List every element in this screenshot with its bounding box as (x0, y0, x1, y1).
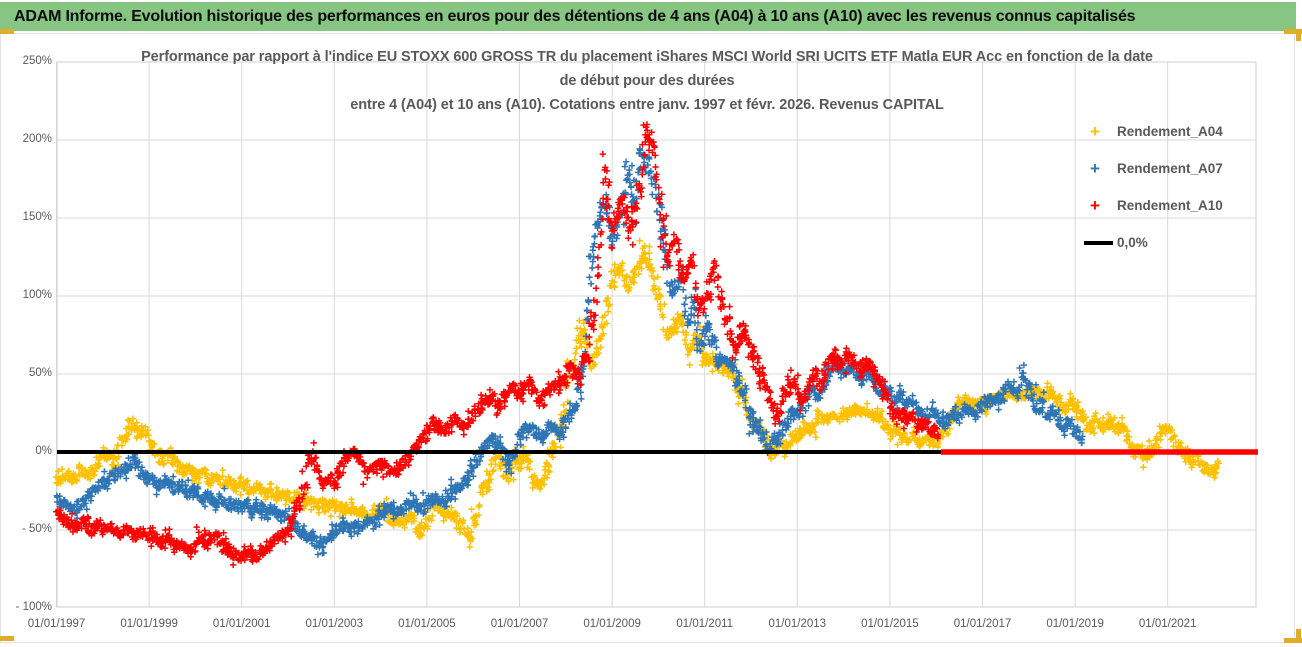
x-tick-label: 01/01/2001 (212, 618, 271, 630)
selection-handle-bottom-left[interactable] (0, 636, 14, 641)
x-tick-label: 01/01/2017 (953, 618, 1012, 630)
legend-line-marker-icon (1084, 240, 1113, 245)
x-tick-label: 01/01/2015 (861, 618, 919, 630)
y-tick-label: 250% (22, 55, 52, 67)
y-tick-label: 150% (22, 211, 52, 223)
legend-label: Rendement_A04 (1117, 124, 1223, 139)
x-tick-label: 01/01/2019 (1046, 618, 1104, 630)
legend-plus-marker-icon: + (1090, 159, 1100, 178)
selection-handle-top-left[interactable] (0, 29, 14, 34)
x-tick-label: 01/01/2003 (305, 618, 364, 630)
x-tick-label: 01/01/1997 (27, 618, 86, 630)
x-tick-label: 01/01/2021 (1138, 618, 1197, 630)
selection-handle-top-right[interactable] (1284, 29, 1302, 34)
plot-area-border[interactable] (56, 61, 1257, 608)
selection-handle-bottom-right-vertical[interactable] (1296, 629, 1301, 643)
selection-handle-bottom-right[interactable] (1284, 638, 1302, 643)
series-rendement-a07 (53, 145, 1086, 558)
legend[interactable]: + Rendement_A04 + Rendement_A07 + Rendement_A… (1084, 120, 1223, 254)
legend-item-rendement-a10[interactable]: + Rendement_A10 (1084, 194, 1223, 217)
legend-label: Rendement_A07 (1117, 161, 1223, 176)
y-tick-label: - 100% (15, 601, 52, 613)
legend-label: Rendement_A10 (1117, 198, 1223, 213)
x-tick-label: 01/01/2013 (768, 618, 827, 630)
legend-item-rendement-a04[interactable]: + Rendement_A04 (1084, 120, 1223, 143)
x-tick-label: 01/01/2007 (490, 618, 549, 630)
x-tick-label: 01/01/2009 (583, 618, 641, 630)
y-tick-label: 100% (22, 289, 52, 301)
legend-item-0-0-[interactable]: 0,0% (1084, 231, 1223, 254)
banner: ADAM Informe. Evolution historique des p… (0, 2, 1296, 31)
series-rendement-a10 (53, 121, 942, 569)
x-tick-label: 01/01/2011 (676, 618, 734, 630)
x-tick-label: 01/01/2005 (398, 618, 456, 630)
legend-label: 0,0% (1117, 235, 1148, 250)
banner-title: ADAM Informe. Evolution historique des p… (14, 7, 1136, 25)
y-tick-label: 200% (22, 133, 52, 145)
x-tick-label: 01/01/1999 (120, 618, 178, 630)
y-tick-label: 0% (35, 445, 52, 457)
legend-plus-marker-icon: + (1090, 122, 1100, 141)
legend-item-rendement-a07[interactable]: + Rendement_A07 (1084, 157, 1223, 180)
selection-handle-top-right-vertical[interactable] (1296, 29, 1301, 41)
y-tick-label: - 50% (21, 523, 52, 535)
y-tick-label: 50% (28, 367, 52, 379)
legend-plus-marker-icon: + (1090, 196, 1100, 215)
